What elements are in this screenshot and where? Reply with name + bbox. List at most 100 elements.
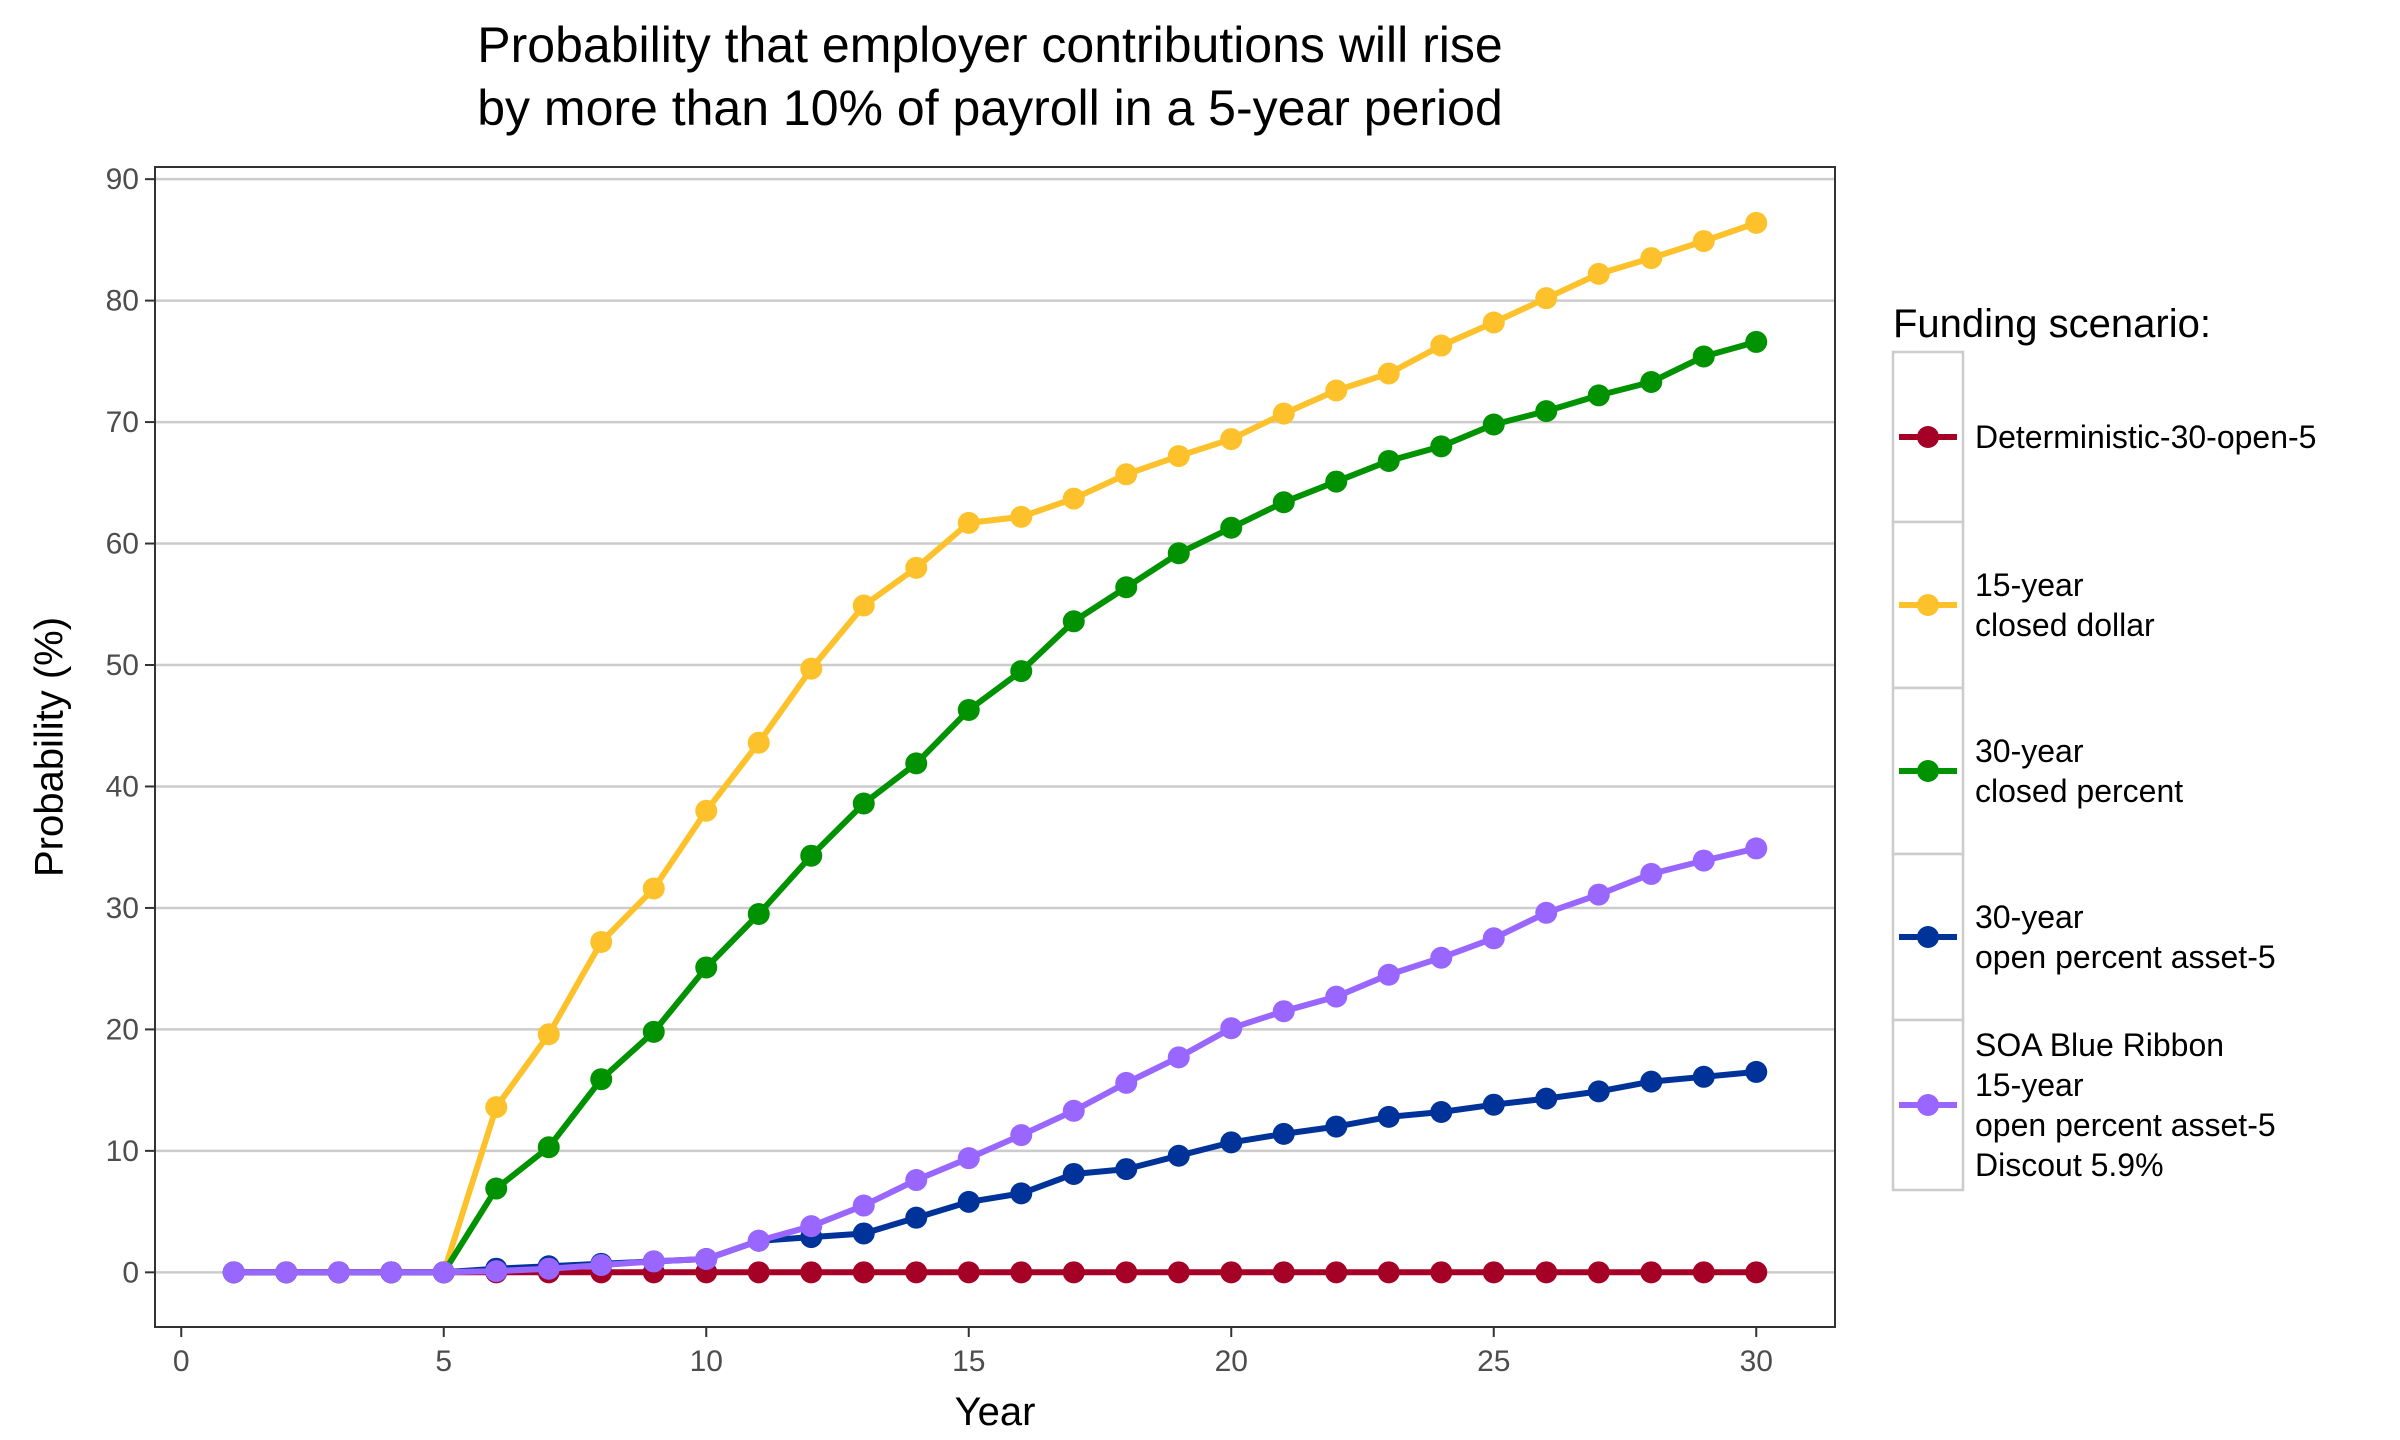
- series-4-point-11: [747, 1229, 770, 1252]
- series-3-point-18: [1115, 1158, 1138, 1181]
- legend-label-1-line-0: 15-year: [1975, 567, 2084, 603]
- series-1-point-25: [1482, 311, 1505, 334]
- series-4-point-24: [1430, 946, 1453, 969]
- series-2-point-24: [1430, 435, 1453, 458]
- y-tick-label-80: 80: [106, 285, 139, 318]
- series-1-point-28: [1640, 247, 1663, 270]
- series-4-point-16: [1010, 1124, 1033, 1147]
- y-tick-label-50: 50: [106, 649, 139, 682]
- series-4-point-29: [1692, 849, 1715, 872]
- x-tick-label-5: 5: [435, 1345, 452, 1378]
- legend-label-3-line-0: 30-year: [1975, 899, 2084, 935]
- series-4-point-5: [432, 1261, 455, 1284]
- series-4-point-13: [852, 1194, 875, 1217]
- series-3-point-27: [1587, 1080, 1610, 1103]
- series-1-point-13: [852, 594, 875, 617]
- series-3-point-29: [1692, 1065, 1715, 1088]
- legend-key-point-1: [1917, 594, 1939, 616]
- series-3-point-30: [1745, 1060, 1768, 1083]
- series-2-point-15: [957, 698, 980, 721]
- series-0-point-21: [1272, 1261, 1295, 1284]
- series-2-point-21: [1272, 491, 1295, 514]
- y-tick-label-90: 90: [106, 163, 139, 196]
- series-3-point-20: [1220, 1131, 1243, 1154]
- x-tick-label-25: 25: [1477, 1345, 1510, 1378]
- series-1-point-27: [1587, 262, 1610, 285]
- series-2-point-16: [1010, 660, 1033, 683]
- series-0-point-14: [905, 1261, 928, 1284]
- series-4-point-9: [642, 1250, 665, 1273]
- series-1-point-7: [537, 1023, 560, 1046]
- series-4-point-12: [800, 1215, 823, 1238]
- y-tick-label-10: 10: [106, 1135, 139, 1168]
- series-4-point-20: [1220, 1017, 1243, 1040]
- x-tick-label-15: 15: [952, 1345, 985, 1378]
- legend-entry-3: 30-year open percent asset-5: [1891, 852, 2276, 1022]
- series-4: [222, 837, 1768, 1284]
- legend-key-point-2: [1917, 760, 1939, 782]
- series-0-point-11: [747, 1261, 770, 1284]
- series-4-point-19: [1167, 1046, 1190, 1069]
- series-3-point-13: [852, 1222, 875, 1245]
- series-3-point-25: [1482, 1093, 1505, 1116]
- legend-entry-2: 30-year closed percent: [1891, 686, 2183, 856]
- series-2-point-29: [1692, 345, 1715, 368]
- series-0-point-23: [1377, 1261, 1400, 1284]
- series-1-point-29: [1692, 230, 1715, 253]
- series-0-point-29: [1692, 1261, 1715, 1284]
- series-4-point-10: [695, 1247, 718, 1270]
- series-3-point-21: [1272, 1122, 1295, 1145]
- legend-key-point-4: [1917, 1094, 1939, 1116]
- series-0-point-25: [1482, 1261, 1505, 1284]
- series-0-point-28: [1640, 1261, 1663, 1284]
- series-1-point-26: [1535, 287, 1558, 310]
- series-1-point-30: [1745, 211, 1768, 234]
- legend-key-point-0: [1917, 426, 1939, 448]
- y-axis-title: Probability (%): [28, 617, 72, 877]
- series-4-point-26: [1535, 901, 1558, 924]
- series-0-point-16: [1010, 1261, 1033, 1284]
- series-0-point-20: [1220, 1261, 1243, 1284]
- series-2-point-18: [1115, 576, 1138, 599]
- legend-title: Funding scenario:: [1893, 302, 2211, 346]
- series-1-point-8: [590, 930, 613, 953]
- series-3-point-16: [1010, 1182, 1033, 1205]
- series-0-point-30: [1745, 1261, 1768, 1284]
- series-2: [222, 330, 1768, 1284]
- series-4-point-21: [1272, 1000, 1295, 1023]
- y-tick-label-30: 30: [106, 892, 139, 925]
- series-3-point-17: [1062, 1162, 1085, 1185]
- series-2-point-26: [1535, 400, 1558, 423]
- series-4-point-27: [1587, 883, 1610, 906]
- series-4-point-25: [1482, 927, 1505, 950]
- series-4-point-30: [1745, 837, 1768, 860]
- series-2-point-27: [1587, 384, 1610, 407]
- series-2-point-7: [537, 1136, 560, 1159]
- y-tick-label-20: 20: [106, 1013, 139, 1046]
- legend: Funding scenario: Deterministic-30-open-…: [1891, 302, 2316, 1192]
- series-0-point-27: [1587, 1261, 1610, 1284]
- series-2-point-8: [590, 1068, 613, 1091]
- y-tick-label-0: 0: [122, 1256, 139, 1289]
- series-1-point-17: [1062, 487, 1085, 510]
- series-2-point-17: [1062, 610, 1085, 633]
- data-series: [222, 211, 1768, 1284]
- series-2-point-9: [642, 1020, 665, 1043]
- series-3-point-23: [1377, 1105, 1400, 1128]
- series-1-point-16: [1010, 505, 1033, 528]
- series-0-point-12: [800, 1261, 823, 1284]
- series-3-point-22: [1325, 1115, 1348, 1138]
- series-0-point-13: [852, 1261, 875, 1284]
- series-1-point-24: [1430, 334, 1453, 357]
- series-0-point-22: [1325, 1261, 1348, 1284]
- series-4-point-18: [1115, 1071, 1138, 1094]
- series-1-point-10: [695, 799, 718, 822]
- chart-title-line-1: Probability that employer contributions …: [477, 17, 1502, 73]
- series-4-point-23: [1377, 963, 1400, 986]
- series-4-point-2: [275, 1261, 298, 1284]
- series-1-point-23: [1377, 362, 1400, 385]
- legend-entry-1: 15-year closed dollar: [1891, 520, 2155, 690]
- series-1-point-11: [747, 731, 770, 754]
- legend-entry-4: SOA Blue Ribbon 15-year open percent asset…: [1891, 1018, 2276, 1192]
- series-2-point-6: [485, 1177, 508, 1200]
